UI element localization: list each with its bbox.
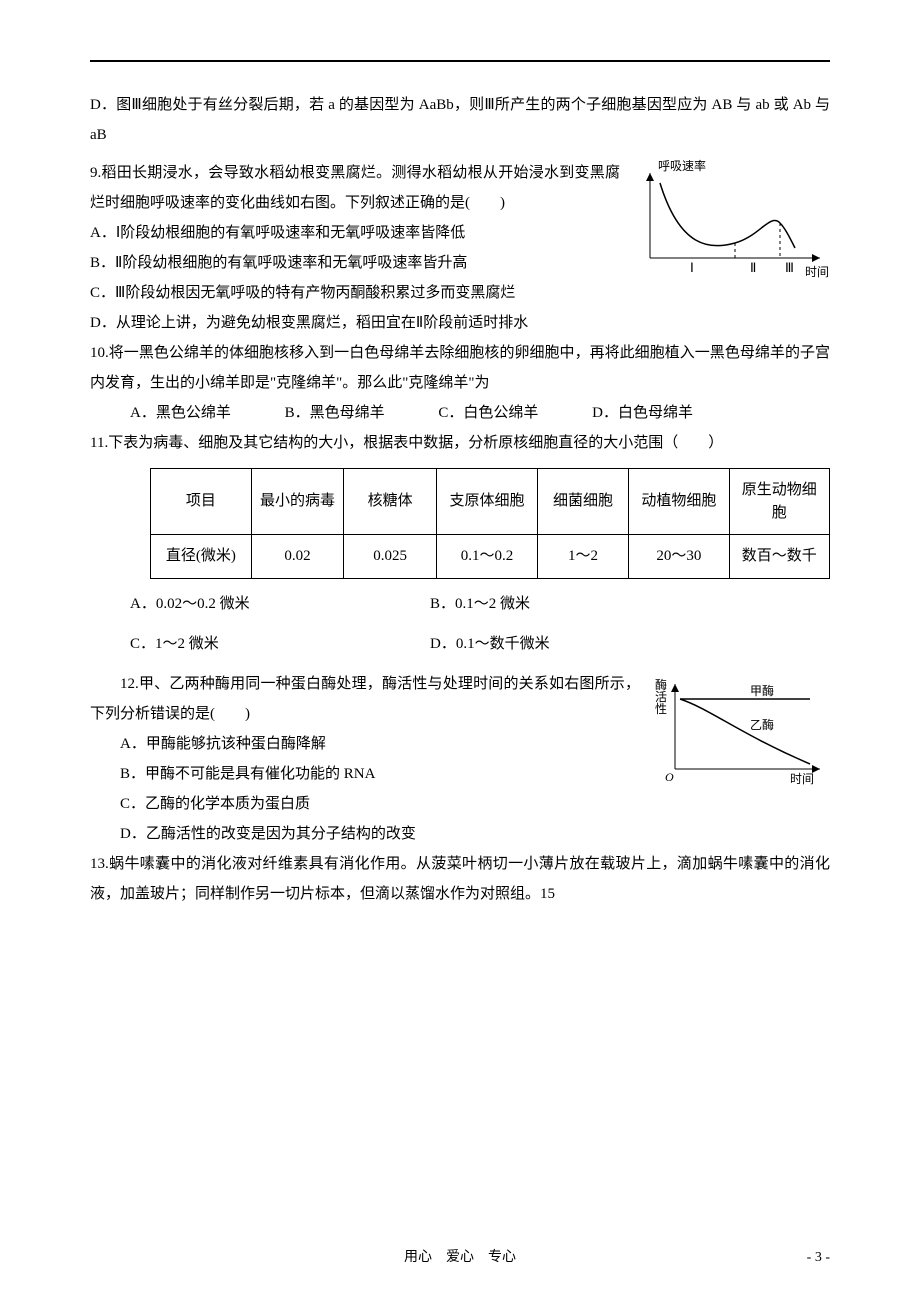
q10-options: A．黑色公绵羊 B．黑色母绵羊 C．白色公绵羊 D．白色母绵羊 xyxy=(130,398,830,428)
q11-opt-c: C．1～2 微米 xyxy=(130,629,430,659)
page-number: - 3 - xyxy=(807,1244,830,1272)
label-jia: 甲酶 xyxy=(750,683,774,698)
td-label: 直径(微米) xyxy=(151,535,252,579)
tick-1: Ⅰ xyxy=(690,260,694,275)
top-border xyxy=(90,60,830,62)
x-label: 时间 xyxy=(805,265,829,278)
y-axis-arrow xyxy=(646,173,654,181)
td-v3: 0.1～0.2 xyxy=(437,535,538,579)
th-protozoa: 原生动物细胞 xyxy=(729,469,829,535)
td-v4: 1～2 xyxy=(537,535,628,579)
x-axis-arrow xyxy=(812,254,820,262)
respiration-rate-chart: 呼吸速率 Ⅰ Ⅱ Ⅲ 时间 xyxy=(630,158,830,278)
table-row-data: 直径(微米) 0.02 0.025 0.1～0.2 1～2 20～30 数百～数… xyxy=(151,535,830,579)
q11-opt-a: A．0.02～0.2 微米 xyxy=(130,589,430,619)
footer-text: 用心 爱心 专心 xyxy=(0,1244,920,1272)
curve xyxy=(660,183,795,248)
table-row-header: 项目 最小的病毒 核糖体 支原体细胞 细菌细胞 动植物细胞 原生动物细胞 xyxy=(151,469,830,535)
q11-opt-b: B．0.1～2 微米 xyxy=(430,589,530,619)
th-virus: 最小的病毒 xyxy=(251,469,343,535)
q10-opt-c: C．白色公绵羊 xyxy=(438,398,538,428)
tick-2: Ⅱ xyxy=(750,260,756,275)
q11-opt-d: D．0.1～数千微米 xyxy=(430,629,550,659)
q12-opt-d: D．乙酶活性的改变是因为其分子结构的改变 xyxy=(120,819,830,849)
th-ribosome: 核糖体 xyxy=(344,469,437,535)
q12-chart: 酶活性 甲酶 乙酶 O 时间 xyxy=(650,669,830,810)
q10-stem: 10.将一黑色公绵羊的体细胞核移入到一白色母绵羊去除细胞核的卵细胞中，再将此细胞… xyxy=(90,338,830,398)
q13-stem: 13.蜗牛嗉囊中的消化液对纤维素具有消化作用。从菠菜叶柄切一小薄片放在载玻片上，… xyxy=(90,849,830,909)
q9-chart: 呼吸速率 Ⅰ Ⅱ Ⅲ 时间 xyxy=(630,158,830,289)
td-v2: 0.025 xyxy=(344,535,437,579)
q9-block: 呼吸速率 Ⅰ Ⅱ Ⅲ 时间 9.稻田长期浸水，会导致水稻幼根变黑腐烂。测得水稻幼… xyxy=(90,158,830,338)
q11-stem: 11.下表为病毒、细胞及其它结构的大小，根据表中数据，分析原核细胞直径的大小范围… xyxy=(90,428,830,458)
q11-options: A．0.02～0.2 微米 B．0.1～2 微米 C．1～2 微米 D．0.1～… xyxy=(130,589,830,659)
th-mycoplasma: 支原体细胞 xyxy=(437,469,538,535)
th-item: 项目 xyxy=(151,469,252,535)
y-label: 呼吸速率 xyxy=(658,158,706,173)
x-label: 时间 xyxy=(790,772,814,786)
enzyme-activity-chart: 酶活性 甲酶 乙酶 O 时间 xyxy=(650,669,830,799)
th-plant-animal: 动植物细胞 xyxy=(629,469,729,535)
th-bacteria: 细菌细胞 xyxy=(537,469,628,535)
q10-opt-a: A．黑色公绵羊 xyxy=(130,398,231,428)
y-label: 酶活性 xyxy=(655,677,667,716)
td-v5: 20～30 xyxy=(629,535,729,579)
q9-opt-d: D．从理论上讲，为避免幼根变黑腐烂，稻田宜在Ⅱ阶段前适时排水 xyxy=(90,308,830,338)
td-v1: 0.02 xyxy=(251,535,343,579)
td-v6: 数百～数千 xyxy=(729,535,829,579)
q8-option-d: D．图Ⅲ细胞处于有丝分裂后期，若 a 的基因型为 AaBb，则Ⅲ所产生的两个子细… xyxy=(90,90,830,150)
q12-block: 酶活性 甲酶 乙酶 O 时间 12.甲、乙两种酶用同一种蛋白酶处理，酶活性与处理… xyxy=(90,669,830,849)
y-axis-arrow xyxy=(671,684,679,692)
origin-label: O xyxy=(665,770,674,784)
page: D．图Ⅲ细胞处于有丝分裂后期，若 a 的基因型为 AaBb，则Ⅲ所产生的两个子细… xyxy=(0,0,920,1302)
q10-opt-b: B．黑色母绵羊 xyxy=(285,398,385,428)
line-yi xyxy=(680,699,810,764)
tick-3: Ⅲ xyxy=(785,260,794,275)
q11-table: 项目 最小的病毒 核糖体 支原体细胞 细菌细胞 动植物细胞 原生动物细胞 直径(… xyxy=(150,468,830,579)
q10-opt-d: D．白色母绵羊 xyxy=(592,398,693,428)
label-yi: 乙酶 xyxy=(750,717,774,732)
